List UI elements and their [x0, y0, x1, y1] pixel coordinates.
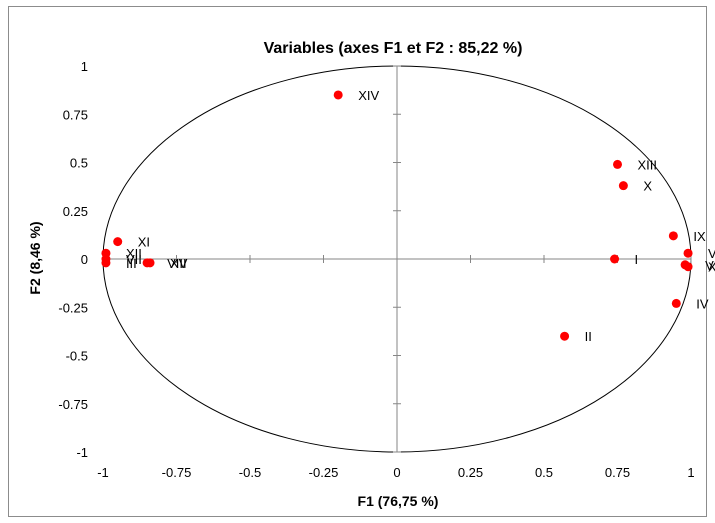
y-tick-label: 1 [81, 59, 88, 74]
x-tick-label: -0.25 [309, 465, 339, 480]
y-tick-label: -1 [76, 445, 88, 460]
y-axis-label: F2 (8,46 %) [27, 221, 43, 294]
y-axis-ticks: -1 -0.75 -0.5 -0.25 0 0.25 0.5 0.75 1 [58, 59, 401, 460]
data-point [683, 248, 693, 258]
x-tick-label: 0.75 [605, 465, 630, 480]
data-point-label: I [635, 252, 639, 267]
x-tick-label: 1 [687, 465, 694, 480]
data-point-label: VII [126, 252, 142, 267]
x-tick-label: -1 [97, 465, 109, 480]
y-tick-label: 0.25 [63, 204, 88, 219]
data-point-label: IX [693, 229, 706, 244]
x-tick-label: -0.75 [162, 465, 192, 480]
data-point-label: XI [138, 235, 150, 250]
x-tick-label: -0.5 [239, 465, 261, 480]
data-point-label: XVI [708, 260, 715, 275]
data-point [145, 258, 155, 268]
data-point-label: VI [705, 258, 715, 273]
data-point [113, 237, 123, 247]
x-axis-ticks: -1 -0.75 -0.5 -0.25 0 0.25 0.5 0.75 1 [97, 255, 695, 480]
data-point-label: IV [696, 296, 709, 311]
data-point [671, 298, 681, 308]
y-tick-label: -0.25 [58, 300, 88, 315]
data-point-label: III [126, 256, 137, 271]
data-point [101, 248, 111, 258]
y-tick-label: 0.5 [70, 156, 88, 171]
data-point-label: V [708, 246, 715, 261]
data-point-label: II [585, 329, 592, 344]
data-point [560, 331, 570, 341]
data-point-label: XV [170, 256, 188, 271]
y-tick-label: 0.75 [63, 107, 88, 122]
data-point [618, 181, 628, 191]
data-point-label: XII [126, 246, 142, 261]
data-point-label: XIV [358, 88, 379, 103]
data-point [610, 254, 620, 264]
data-points: IIIIIIIVVVIVIIVIIIIXXXIXIIXIIIXIVXVXVI [101, 88, 715, 344]
chart-frame [8, 6, 707, 517]
x-axis-label: F1 (76,75 %) [358, 493, 439, 509]
y-tick-label: -0.5 [66, 349, 88, 364]
y-tick-label: 0 [81, 252, 88, 267]
data-point [333, 90, 343, 100]
data-point-label: X [643, 179, 652, 194]
x-tick-label: 0 [393, 465, 400, 480]
data-point [683, 262, 693, 272]
data-point-label: XIII [638, 157, 658, 172]
data-point [613, 159, 622, 169]
data-point [668, 231, 678, 241]
chart-title: Variables (axes F1 et F2 : 85,22 %) [264, 40, 523, 57]
y-tick-label: -0.75 [58, 397, 88, 412]
x-tick-label: 0.25 [458, 465, 483, 480]
x-tick-label: 0.5 [535, 465, 553, 480]
data-point-label: VIII [167, 256, 187, 271]
